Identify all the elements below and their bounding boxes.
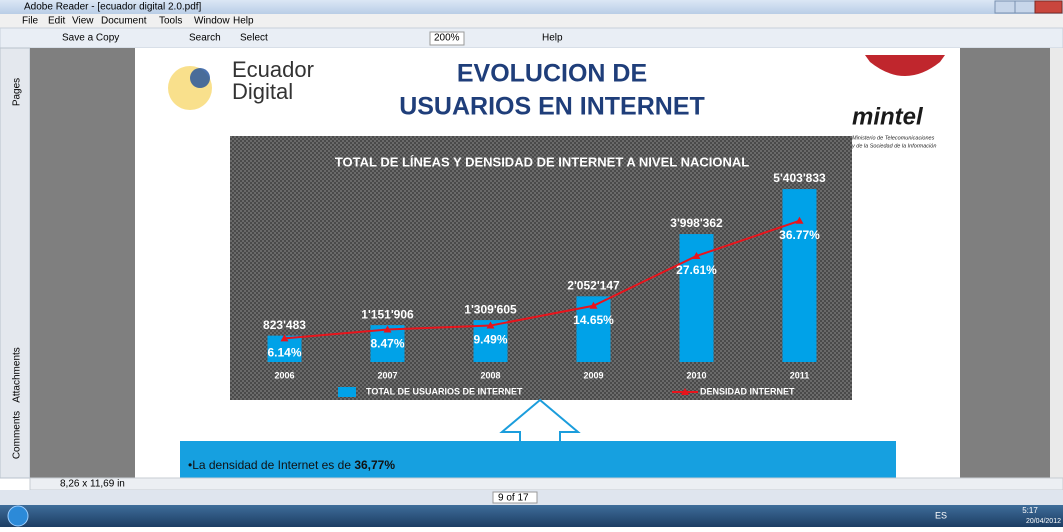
clock-date: 20/04/2012 — [1026, 518, 1061, 525]
x-tick-label: 2008 — [480, 370, 500, 380]
clock-time: 5:17 — [1022, 506, 1038, 515]
bar-value-label: 1'309'605 — [464, 302, 517, 316]
line-value-label: 14.65% — [573, 313, 614, 327]
line-value-label: 36.77% — [779, 228, 820, 242]
pages-tab[interactable]: Pages — [12, 78, 23, 106]
line-value-label: 27.61% — [676, 263, 717, 277]
menu-item[interactable]: Document — [101, 16, 147, 27]
x-tick-label: 2010 — [686, 370, 706, 380]
bar-value-label: 823'483 — [263, 318, 306, 332]
line-value-label: 9.49% — [473, 333, 507, 347]
logo-text: Digital — [232, 79, 293, 104]
bar-value-label: 3'998'362 — [670, 216, 723, 230]
maximize-button[interactable] — [1015, 1, 1035, 13]
chart-title: TOTAL DE LÍNEAS Y DENSIDAD DE INTERNET A… — [335, 154, 749, 169]
page-nav: 9 of 17 — [498, 493, 529, 504]
vertical-scrollbar[interactable] — [1050, 48, 1063, 478]
bar-value-label: 2'052'147 — [567, 279, 620, 293]
menu-item[interactable]: Tools — [159, 16, 182, 27]
logo-dots — [190, 68, 210, 88]
language[interactable]: ES — [935, 510, 947, 520]
minimize-button[interactable] — [995, 1, 1015, 13]
page: Adobe Reader - [ecuador digital 2.0.pdf]… — [0, 0, 1063, 527]
help-button[interactable]: Help — [542, 33, 563, 44]
close-button[interactable] — [1035, 1, 1062, 13]
x-tick-label: 2009 — [583, 370, 603, 380]
legend-label: DENSIDAD INTERNET — [700, 386, 795, 396]
bullet-text: •La densidad de Internet es de — [188, 458, 354, 472]
x-tick-label: 2007 — [377, 370, 397, 380]
slide-title: USUARIOS EN INTERNET — [399, 93, 705, 121]
bar-value-label: 1'151'906 — [361, 307, 414, 321]
status-bar — [30, 478, 1063, 490]
menu-item[interactable]: File — [22, 16, 39, 27]
toolbar — [0, 28, 1063, 48]
select-button[interactable]: Select — [240, 33, 268, 44]
menu-item[interactable]: View — [72, 16, 94, 27]
legend-swatch — [338, 387, 356, 397]
line-value-label: 6.14% — [267, 346, 301, 360]
comments-tab[interactable]: Comments — [12, 411, 23, 459]
search-button[interactable]: Search — [189, 33, 221, 44]
screen: Adobe Reader - [ecuador digital 2.0.pdf]… — [0, 0, 1063, 527]
x-tick-label: 2011 — [790, 370, 810, 380]
bar-value-label: 5'403'833 — [773, 171, 826, 185]
x-tick-label: 2006 — [274, 370, 294, 380]
ministry-text: y de la Sociedad de la Información — [851, 143, 936, 149]
chart-background — [230, 136, 852, 400]
legend-label: TOTAL DE USUARIOS DE INTERNET — [366, 386, 523, 396]
bullet-text: •La densidad de Internet es de 36,77% — [188, 458, 395, 472]
attachments-tab[interactable]: Attachments — [12, 347, 23, 403]
page-size: 8,26 x 11,69 in — [60, 479, 125, 490]
line-value-label: 8.47% — [370, 337, 404, 351]
start-button[interactable] — [8, 506, 28, 526]
menu-item[interactable]: Help — [233, 16, 254, 27]
menu-item[interactable]: Window — [194, 16, 230, 27]
taskbar — [0, 505, 1063, 527]
window-title: Adobe Reader - [ecuador digital 2.0.pdf] — [24, 2, 202, 13]
zoom-value: 200% — [434, 33, 460, 44]
ministry-text: Ministerio de Telecomunicaciones — [852, 135, 935, 141]
menu-item[interactable]: Edit — [48, 16, 65, 27]
bullet-bold: 36,77% — [354, 458, 395, 472]
mintel-logo: mintel — [852, 103, 924, 130]
save-copy-button[interactable]: Save a Copy — [62, 33, 119, 44]
bar — [783, 189, 817, 362]
slide-title: EVOLUCION DE — [457, 60, 647, 88]
